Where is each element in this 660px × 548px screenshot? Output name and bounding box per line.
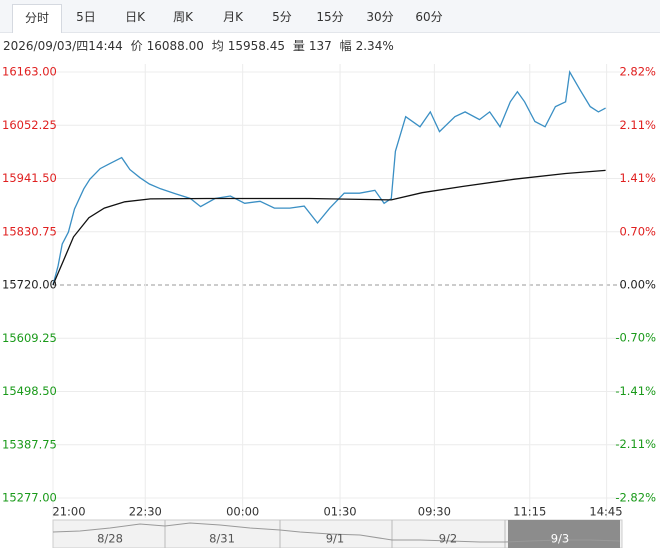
info-value: 16088.00: [146, 39, 204, 53]
y-tick-label: 15720.00: [2, 278, 57, 292]
tab[interactable]: 30分: [366, 10, 394, 24]
y-tick-label: 16052.25: [2, 118, 57, 132]
navigator-selection: [508, 520, 620, 548]
y2-tick-label: 0.00%: [619, 278, 656, 292]
info-value: 2.34%: [355, 39, 394, 53]
info-label: 幅: [339, 39, 352, 53]
info-label: 量: [292, 39, 305, 53]
x-tick-label: 01:30: [323, 505, 356, 519]
navigator-date: 8/28: [97, 532, 123, 546]
tab[interactable]: 15分: [316, 10, 344, 24]
y2-tick-label: -2.82%: [615, 491, 656, 505]
y2-tick-label: 1.41%: [619, 171, 656, 185]
x-tick-label: 21:00: [52, 505, 85, 519]
x-tick-label: 11:15: [513, 505, 546, 519]
y2-tick-label: 2.11%: [619, 118, 656, 132]
navigator-date: 8/31: [209, 532, 235, 546]
grid: [52, 64, 622, 518]
y-tick-label: 15277.00: [2, 491, 57, 505]
info-label: 均: [211, 39, 224, 53]
info-label: 价: [130, 39, 143, 53]
y2-tick-label: 0.70%: [619, 225, 656, 239]
tab[interactable]: 60分: [415, 10, 443, 24]
navigator-date: 9/2: [439, 532, 458, 546]
tab[interactable]: 周K: [173, 10, 193, 24]
y-tick-label: 15387.75: [2, 437, 57, 451]
tab[interactable]: 分时: [12, 4, 62, 33]
navigator-date: 9/1: [326, 532, 345, 546]
x-tick-label: 09:30: [418, 505, 451, 519]
y2-tick-label: 2.82%: [619, 65, 656, 79]
y-tick-label: 16163.00: [2, 65, 57, 79]
x-tick-label: 22:30: [129, 505, 162, 519]
tab[interactable]: 月K: [223, 10, 243, 24]
info-date: 2026/09/03/四14:44: [3, 39, 123, 53]
x-tick-label: 00:00: [226, 505, 259, 519]
y2-tick-label: -2.11%: [615, 437, 656, 451]
navigator: [52, 519, 623, 548]
info-value: 137: [308, 39, 332, 53]
navigator-dividers: [164, 520, 506, 548]
tab[interactable]: 日K: [125, 10, 145, 24]
navigator-date: 9/3: [551, 532, 570, 546]
tab[interactable]: 5分: [272, 10, 292, 24]
series-line: [52, 169, 606, 286]
series-line: [52, 70, 606, 286]
y2-tick-label: -0.70%: [615, 330, 656, 344]
y-tick-label: 15941.50: [2, 171, 57, 185]
navigator-line: [52, 522, 621, 543]
y-tick-label: 15830.75: [2, 224, 57, 238]
tab-bar: 分时 5日 日K 周K 月K 5分 15分 30分 60分: [0, 0, 660, 33]
y-tick-label: 15609.25: [2, 331, 57, 345]
y2-tick-label: -1.41%: [615, 384, 656, 398]
info-value: 15958.45: [227, 39, 286, 53]
x-tick-label: 14:45: [589, 505, 622, 519]
tab[interactable]: 5日: [76, 10, 96, 24]
y-tick-label: 15498.50: [2, 384, 57, 398]
